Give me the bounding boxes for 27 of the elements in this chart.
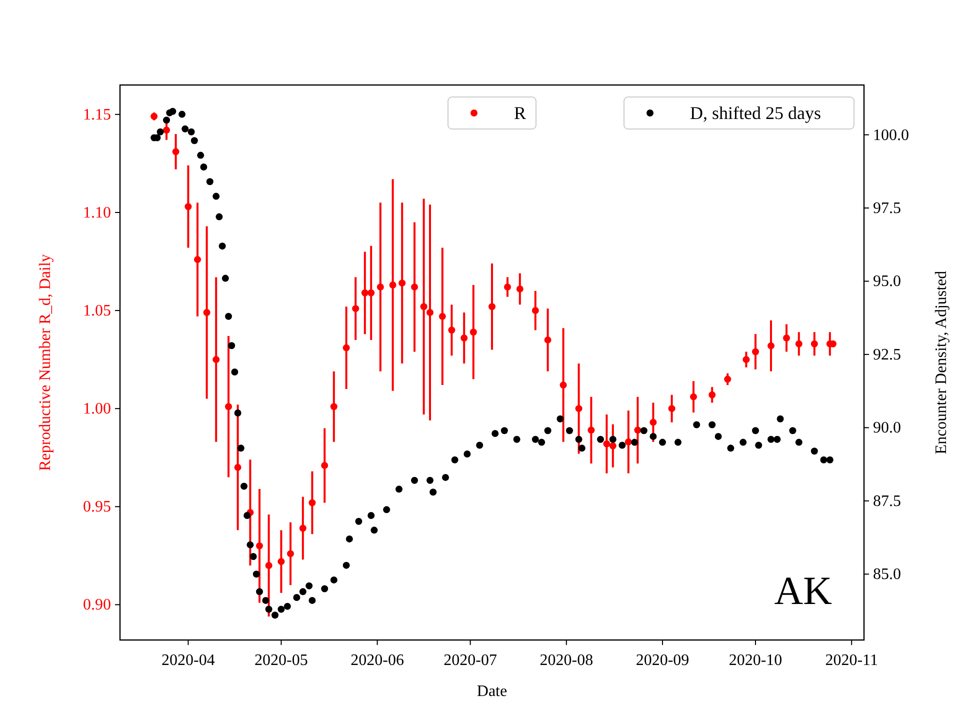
x-tick-label: 2020-08 <box>540 652 594 669</box>
y-tick-label: 1.05 <box>83 302 111 320</box>
x-tick-label: 2020-05 <box>254 652 308 669</box>
legend-label: R <box>514 103 526 123</box>
x-tick-label: 2020-10 <box>728 652 782 669</box>
y2-tick-label: 87.5 <box>873 492 901 510</box>
y-tick-label: 1.15 <box>83 106 111 124</box>
annotation: AK <box>774 568 832 613</box>
legend-label: D, shifted 25 days <box>690 103 821 123</box>
x-tick-label: 2020-11 <box>825 652 878 669</box>
y2-tick-label: 85.0 <box>873 566 901 584</box>
x-tick-label: 2020-06 <box>350 652 404 669</box>
y-axis-title: Reproductive Number R_d, Daily <box>37 254 54 471</box>
y2-axis-title: Encounter Density, Adjusted <box>933 270 950 454</box>
y-tick-label: 0.90 <box>83 596 111 614</box>
x-tick-label: 2020-09 <box>636 652 690 669</box>
x-tick-label: 2020-04 <box>162 652 215 669</box>
y2-tick-label: 90.0 <box>873 420 901 437</box>
y-tick-label: 0.95 <box>83 498 111 516</box>
x-axis-title: Date <box>476 683 508 700</box>
y2-tick-label: 95.0 <box>873 273 901 290</box>
y-tick-label: 1.10 <box>83 204 111 222</box>
y2-tick-label: 100.0 <box>873 126 909 144</box>
y-tick-label: 1.00 <box>83 400 111 418</box>
y2-tick-label: 97.5 <box>873 200 901 218</box>
x-tick-label: 2020-07 <box>444 652 497 669</box>
y2-tick-label: 92.5 <box>873 346 901 364</box>
